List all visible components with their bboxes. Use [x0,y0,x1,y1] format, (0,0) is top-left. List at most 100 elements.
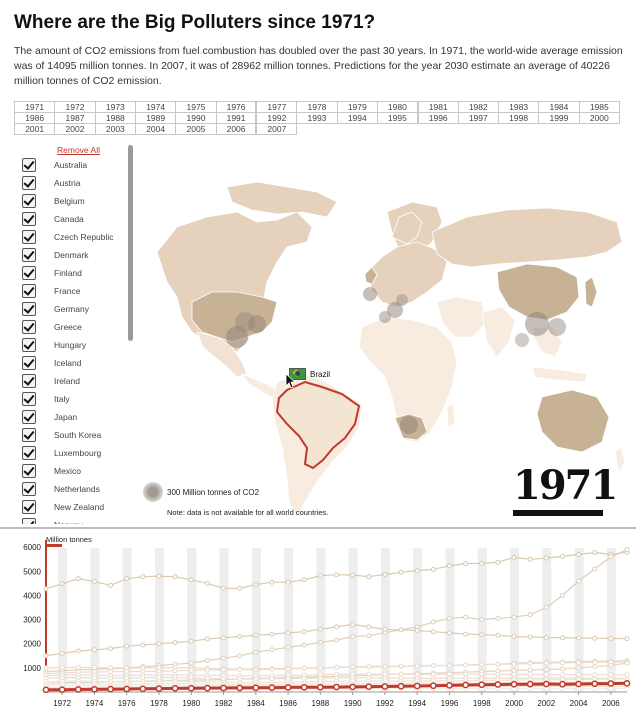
data-point[interactable] [59,665,65,671]
year-cell-1988[interactable]: 1988 [94,112,136,124]
data-point[interactable] [559,666,565,672]
country-item[interactable]: Japan [22,408,130,426]
data-point[interactable] [253,582,259,588]
data-point[interactable] [479,661,485,667]
data-point[interactable] [592,566,598,572]
data-point[interactable] [398,569,404,575]
data-point[interactable] [624,685,630,691]
data-point[interactable] [495,632,501,638]
country-item[interactable]: Mexico [22,462,130,480]
data-point[interactable] [430,663,436,669]
year-cell-1979[interactable]: 1979 [336,101,378,113]
data-point[interactable] [527,612,533,618]
country-item[interactable]: Netherlands [22,480,130,498]
data-point[interactable] [592,635,598,641]
data-point[interactable] [592,659,598,665]
data-point[interactable] [607,680,615,687]
year-cell-1985[interactable]: 1985 [578,101,621,113]
data-point[interactable] [624,636,630,642]
data-point[interactable] [155,685,163,692]
country-checkbox[interactable] [22,302,36,316]
data-point[interactable] [204,684,211,692]
data-point[interactable] [317,640,323,646]
data-point[interactable] [204,580,210,586]
country-checkbox[interactable] [22,428,36,442]
country-item[interactable]: Hungary [22,336,130,354]
data-point[interactable] [366,663,372,669]
country-checkbox[interactable] [22,284,36,298]
data-point[interactable] [140,574,146,580]
data-point[interactable] [350,572,356,578]
year-cell-2006[interactable]: 2006 [215,123,257,135]
year-cell-1972[interactable]: 1972 [54,101,96,113]
year-cell-1982[interactable]: 1982 [457,101,499,113]
year-cell-1977[interactable]: 1977 [255,101,298,113]
data-point[interactable] [300,683,308,691]
data-point[interactable] [479,671,485,677]
data-point[interactable] [511,554,517,560]
data-point[interactable] [495,615,501,621]
data-point[interactable] [123,685,131,693]
data-point[interactable] [463,662,469,668]
data-point[interactable] [559,660,565,666]
data-point[interactable] [91,685,98,693]
year-cell-1998[interactable]: 1998 [497,112,540,124]
data-point[interactable] [107,685,114,693]
data-point[interactable] [366,624,372,630]
data-point[interactable] [446,615,452,621]
data-point[interactable] [172,668,178,674]
data-point[interactable] [463,614,469,620]
data-point[interactable] [301,577,307,583]
data-point[interactable] [510,680,518,688]
year-cell-2004[interactable]: 2004 [134,123,177,135]
country-list[interactable]: Remove All Australia Austria Belgium Canada… [22,142,130,524]
country-item[interactable]: Denmark [22,246,130,264]
year-cell-1984[interactable]: 1984 [538,101,580,113]
data-point[interactable] [43,586,49,592]
data-point[interactable] [334,624,339,630]
emissions-line-chart[interactable]: 1000 2000 3000 4000 5000 6000 1972 1974 1976 1978… [0,532,636,722]
year-cell-1976[interactable]: 1976 [215,101,257,113]
country-item[interactable]: France [22,282,130,300]
data-point[interactable] [140,642,146,648]
series-line[interactable] [45,551,628,590]
data-point[interactable] [350,621,356,627]
country-item[interactable]: Greece [22,318,130,336]
country-item[interactable]: Luxembourg [22,444,130,462]
data-point[interactable] [91,665,97,671]
data-point[interactable] [559,592,565,598]
data-point[interactable] [187,684,195,692]
data-point[interactable] [527,667,533,673]
data-point[interactable] [172,640,178,646]
data-point[interactable] [592,550,598,556]
country-checkbox[interactable] [22,446,36,460]
data-point[interactable] [462,681,469,689]
data-point[interactable] [494,681,502,688]
data-point[interactable] [559,635,565,641]
country-checkbox[interactable] [22,374,36,388]
year-cell-2003[interactable]: 2003 [94,123,136,135]
data-point[interactable] [43,665,49,671]
data-point[interactable] [221,635,227,641]
data-point[interactable] [91,647,97,653]
data-point[interactable] [430,566,436,572]
data-point[interactable] [608,635,614,641]
country-item[interactable]: Austria [22,174,130,192]
data-point[interactable] [124,643,130,649]
data-point[interactable] [156,641,162,647]
data-point[interactable] [188,660,194,666]
data-point[interactable] [576,635,582,641]
data-point[interactable] [430,671,436,677]
data-point[interactable] [221,655,227,661]
data-point[interactable] [382,572,388,578]
data-point[interactable] [592,664,598,670]
data-point[interactable] [317,626,323,632]
data-point[interactable] [188,667,194,673]
data-point[interactable] [301,665,307,671]
data-point[interactable] [269,631,275,637]
data-point[interactable] [478,681,486,689]
data-point[interactable] [591,680,599,688]
data-point[interactable] [366,633,372,639]
country-checkbox[interactable] [22,194,36,208]
data-point[interactable] [511,661,517,667]
